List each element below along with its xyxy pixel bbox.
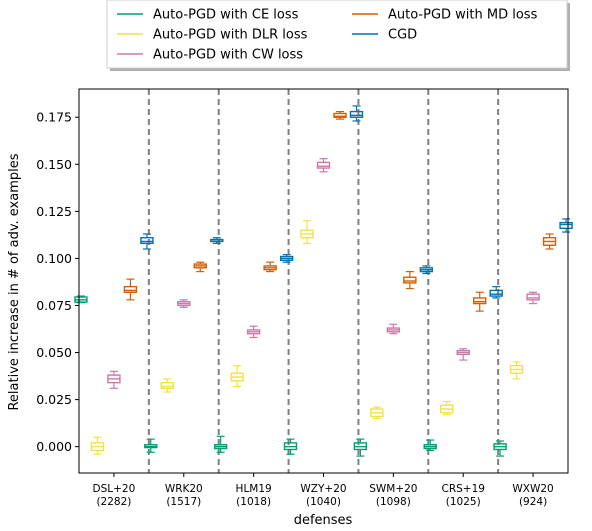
y-tick-label: 0.025 xyxy=(36,392,72,407)
box-1-3 xyxy=(300,220,314,244)
box-2-3 xyxy=(316,158,331,173)
y-tick-label: 0.050 xyxy=(36,345,72,360)
legend-label: Auto-PGD with MD loss xyxy=(388,8,538,23)
box-0-6 xyxy=(493,440,507,457)
y-axis: 0.000 0.025 0.050 0.075 0.100 0.125 0.150 0.175 xyxy=(36,110,79,454)
x-tick-count: (924) xyxy=(519,496,547,508)
box-iqr xyxy=(140,237,154,245)
legend: Auto-PGD with CE loss Auto-PGD with DLR l… xyxy=(106,0,570,71)
box-iqr xyxy=(316,161,331,169)
box-0-1 xyxy=(144,438,158,453)
legend-label: Auto-PGD with CW loss xyxy=(153,48,303,63)
box-4-6 xyxy=(559,218,573,233)
x-axis: DSL+20(2282) WRK20(1517) HLM19(1018) WZY+20… xyxy=(93,473,554,508)
plot-frame xyxy=(78,88,569,474)
x-tick-count: (1098) xyxy=(376,496,411,508)
box-1-0 xyxy=(90,436,105,455)
box-iqr xyxy=(403,276,417,284)
box-2-6 xyxy=(526,291,540,305)
box-iqr xyxy=(333,112,347,118)
box-iqr xyxy=(526,293,540,301)
box-4-2 xyxy=(279,254,294,263)
legend-label: CGD xyxy=(388,28,417,43)
box-iqr xyxy=(123,285,138,293)
box-2-5 xyxy=(456,348,470,361)
x-tick-label: HLM19 xyxy=(236,483,272,495)
box-3-1 xyxy=(193,261,207,273)
x-tick-label: DSL+20 xyxy=(93,483,136,495)
box-iqr xyxy=(349,110,364,118)
box-2-4 xyxy=(386,323,401,335)
box-iqr xyxy=(473,297,487,305)
box-3-0 xyxy=(123,278,138,301)
box-3-5 xyxy=(473,291,487,312)
x-tick-label: WRK20 xyxy=(165,483,203,495)
legend-frame xyxy=(106,0,568,69)
box-0-5 xyxy=(423,439,437,452)
y-tick-label: 0.125 xyxy=(36,204,72,219)
x-tick-label: SWM+20 xyxy=(369,483,417,495)
box-3-2 xyxy=(263,261,277,273)
box-4-4 xyxy=(419,265,434,275)
box-iqr xyxy=(489,289,503,297)
y-tick-label: 0.175 xyxy=(36,110,72,125)
y-tick-label: 0.075 xyxy=(36,298,72,313)
box-2-2 xyxy=(246,325,261,339)
box-4-1 xyxy=(210,237,224,244)
box-3-6 xyxy=(542,233,557,250)
x-axis-label: defenses xyxy=(294,513,353,528)
x-tick-count: (2282) xyxy=(96,496,131,508)
box-2-1 xyxy=(177,299,191,308)
legend-label: Auto-PGD with DLR loss xyxy=(153,28,308,43)
y-tick-label: 0.000 xyxy=(36,439,72,454)
x-tick-label: WXW20 xyxy=(512,483,553,495)
x-tick-count: (1517) xyxy=(166,496,201,508)
box-1-5 xyxy=(440,400,454,416)
legend-label: Auto-PGD with CE loss xyxy=(153,8,299,23)
box-1-6 xyxy=(509,361,524,380)
y-axis-label: Relative increase in # of adv. examples xyxy=(7,153,22,410)
x-tick-label: CRS+19 xyxy=(441,483,484,495)
box-4-5 xyxy=(489,286,503,299)
box-iqr xyxy=(160,381,174,389)
box-0-0 xyxy=(74,295,88,304)
x-tick-count: (1018) xyxy=(236,496,271,508)
box-2-0 xyxy=(107,370,121,389)
box-4-3 xyxy=(349,105,364,122)
box-3-4 xyxy=(403,270,417,290)
box-3-3 xyxy=(333,110,347,120)
y-tick-label: 0.100 xyxy=(36,251,72,266)
box-0-2 xyxy=(213,435,228,453)
x-tick-label: WZY+20 xyxy=(300,483,346,495)
box-iqr xyxy=(559,221,573,229)
box-4-0 xyxy=(140,233,154,250)
x-tick-count: (1040) xyxy=(306,496,341,508)
box-1-1 xyxy=(160,378,174,393)
box-1-4 xyxy=(370,406,384,420)
x-tick-count: (1025) xyxy=(446,496,481,508)
y-tick-label: 0.150 xyxy=(36,157,72,172)
box-1-2 xyxy=(230,365,244,388)
box-0-3 xyxy=(283,438,298,455)
plot-area xyxy=(74,88,573,474)
box-0-4 xyxy=(353,438,368,457)
